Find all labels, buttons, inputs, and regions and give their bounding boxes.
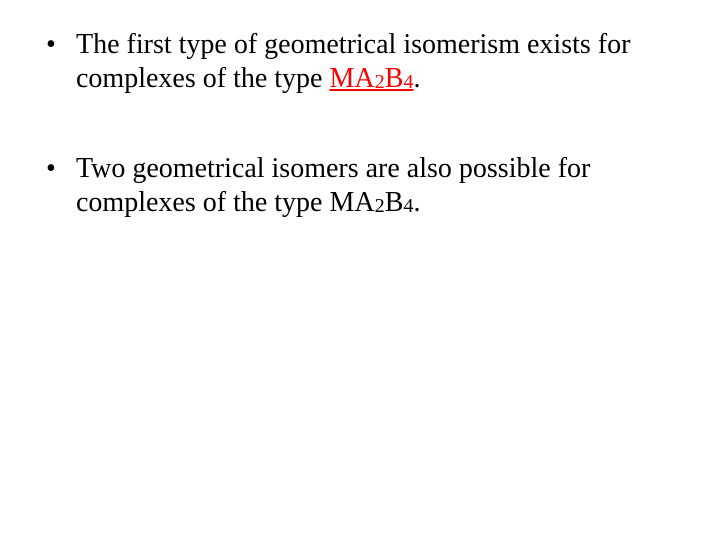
formula-2-b: B: [385, 187, 404, 218]
formula-2-ma: MA: [329, 187, 374, 218]
bullet-1-post: .: [413, 63, 420, 94]
bullet-2-post: .: [413, 187, 420, 218]
formula-1-b-sub: 4: [403, 71, 413, 93]
formula-1-b: B: [385, 63, 404, 94]
formula-2-b-sub: 4: [403, 195, 413, 217]
formula-1: MA2B4: [329, 63, 413, 94]
slide: The first type of geometrical isomerism …: [0, 0, 720, 540]
bullet-item-1: The first type of geometrical isomerism …: [40, 28, 680, 96]
formula-2: MA2B4: [329, 187, 413, 218]
formula-1-a-sub: 2: [375, 71, 385, 93]
formula-1-ma: MA: [329, 63, 374, 94]
formula-2-a-sub: 2: [375, 195, 385, 217]
bullet-item-2: Two geometrical isomers are also possibl…: [40, 152, 680, 220]
bullet-list: The first type of geometrical isomerism …: [40, 28, 680, 221]
